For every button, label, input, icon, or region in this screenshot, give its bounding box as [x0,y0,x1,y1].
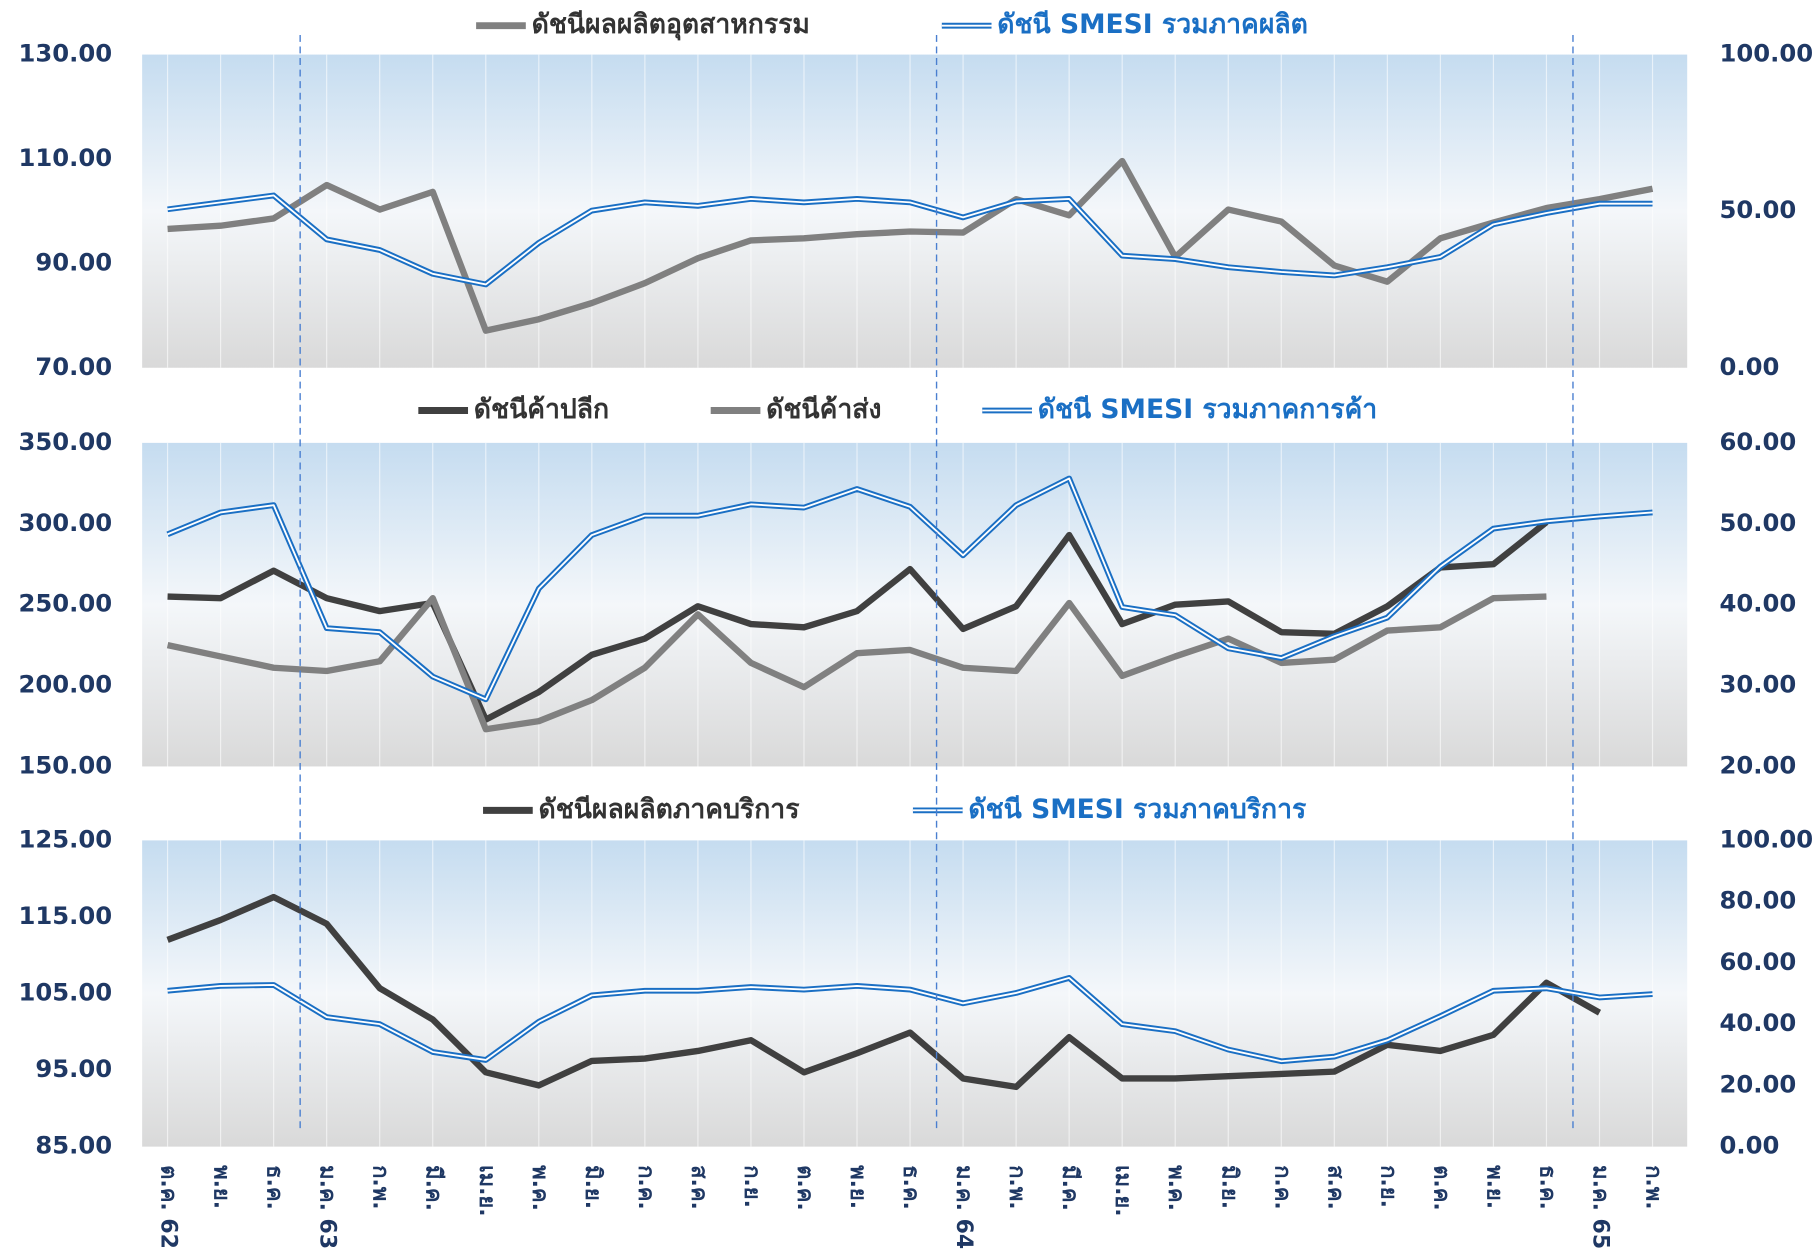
y2-tick-label: 40.00 [1720,1008,1797,1037]
y-tick-label: 250.00 [19,589,113,618]
y-tick-label: 90.00 [35,247,112,276]
x-tick-label: ธ.ค. [898,1165,923,1210]
x-tick-label: ต.ค. [792,1165,817,1211]
y2-tick-label: 80.00 [1720,886,1797,915]
x-tick-label: พ.ย. [209,1165,234,1209]
plot-area [142,442,1688,767]
x-tick-label: ก.ย. [739,1165,764,1208]
y-tick-label: 200.00 [19,670,113,699]
y2-tick-label: 100.00 [1720,824,1812,853]
legend-label: ดัชนีผลผลิตอุตสาหกรรม [532,9,810,41]
y2-tick-label: 60.00 [1720,947,1797,976]
legend-label: ดัชนี SMESI รวมภาคผลิต [997,9,1308,40]
x-tick-label: ม.ค. 65 [1587,1165,1612,1249]
x-tick-label: ก.ค. [633,1165,658,1210]
y-tick-label: 150.00 [19,750,113,779]
y-tick-label: 70.00 [35,352,112,381]
y-tick-label: 300.00 [19,508,113,537]
x-tick-label: ต.ค. [1428,1165,1453,1211]
x-tick-label: ต.ค. 62 [156,1165,181,1249]
x-tick-label: พ.ย. [1481,1165,1506,1209]
series-line-inner [167,976,1653,1063]
y-tick-label: 95.00 [35,1054,112,1083]
y2-tick-label: 30.00 [1720,670,1797,699]
series-line-inner [167,194,1653,286]
series-line [166,893,1602,1091]
x-tick-label: ธ.ค. [262,1165,287,1210]
x-tick-label: ม.ค. 63 [315,1165,340,1249]
legend-label: ดัชนี SMESI รวมภาคบริการ [968,794,1307,825]
y-tick-label: 115.00 [19,901,113,930]
x-tick-label: มิ.ย. [580,1165,605,1209]
x-tick-label: ก.พ. [1004,1165,1029,1209]
y-tick-label: 130.00 [19,39,113,68]
x-tick-label: ธ.ค. [1534,1165,1559,1210]
x-tick-label: มิ.ย. [1216,1165,1241,1209]
x-tick-label: ก.พ. [1641,1165,1666,1209]
x-tick-label: พ.ค. [527,1165,552,1211]
y-tick-label: 125.00 [19,824,113,853]
x-tick-label: ก.พ. [368,1165,393,1209]
legend-label: ดัชนีค้าส่ง [766,394,881,425]
series-line-inner [167,477,1653,701]
y2-tick-label: 50.00 [1720,195,1797,224]
x-tick-label: ก.ค. [1269,1165,1294,1210]
y2-tick-label: 20.00 [1720,750,1797,779]
y2-tick-label: 50.00 [1720,508,1797,537]
x-tick-label: ส.ค. [1322,1165,1347,1210]
y2-tick-label: 0.00 [1720,352,1780,381]
legend-label: ดัชนี SMESI รวมภาคการค้า [1038,394,1378,425]
x-tick-label: เม.ย. [474,1165,499,1216]
x-tick-label: มี.ค. [1057,1165,1082,1211]
x-tick-label: เม.ย. [1110,1165,1135,1216]
x-tick-label: ม.ค. 64 [951,1165,976,1249]
x-tick-label: พ.ย. [845,1165,870,1209]
series-line [166,593,1547,733]
series-line [167,157,1654,334]
x-tick-label: พ.ค. [1163,1165,1188,1211]
series-line [167,519,1549,723]
legend-label: ดัชนีค้าปลีก [474,394,609,425]
y2-tick-label: 60.00 [1720,427,1797,456]
y2-tick-label: 40.00 [1720,589,1797,618]
x-tick-label: ก.ย. [1375,1165,1400,1208]
y2-tick-label: 20.00 [1720,1069,1797,1098]
x-tick-label: ส.ค. [686,1165,711,1210]
y-tick-label: 85.00 [35,1131,112,1160]
y-tick-label: 110.00 [19,143,113,172]
y2-tick-label: 0.00 [1720,1131,1780,1160]
legend-label: ดัชนีผลผลิตภาคบริการ [539,794,801,825]
plot-area [142,54,1688,368]
x-tick-label: มี.ค. [421,1165,446,1211]
y2-tick-label: 100.00 [1720,39,1812,68]
y-tick-label: 350.00 [19,427,113,456]
y-tick-label: 105.00 [19,978,113,1007]
